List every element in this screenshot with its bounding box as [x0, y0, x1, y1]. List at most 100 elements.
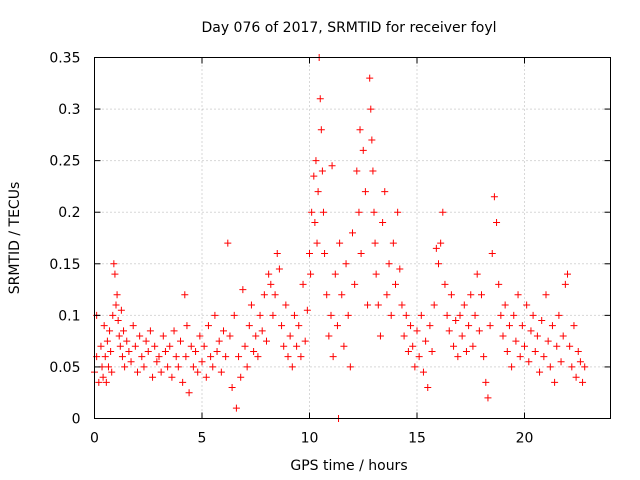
data-point — [200, 342, 208, 350]
data-point — [312, 157, 320, 165]
data-point — [220, 327, 227, 335]
data-point — [450, 342, 458, 350]
data-point — [177, 337, 184, 345]
data-point — [478, 291, 485, 299]
data-point — [357, 249, 365, 257]
data-point — [435, 260, 442, 268]
data-point — [198, 358, 206, 366]
data-point — [508, 363, 516, 371]
data-point — [111, 270, 119, 278]
data-point — [445, 327, 453, 335]
data-point — [576, 358, 584, 366]
data-point — [95, 378, 103, 386]
data-point — [252, 332, 260, 340]
data-point — [250, 347, 258, 355]
data-point — [486, 322, 494, 330]
data-point — [185, 389, 193, 397]
data-point — [389, 239, 397, 247]
data-point — [293, 342, 301, 350]
data-point — [369, 167, 377, 175]
data-point — [99, 373, 107, 381]
y-tick-label: 0.1 — [58, 308, 80, 324]
data-point — [97, 342, 105, 350]
data-point — [355, 208, 363, 216]
data-point — [103, 337, 111, 345]
data-point — [166, 342, 174, 350]
data-point — [439, 208, 447, 216]
data-point — [226, 332, 234, 340]
data-point — [394, 208, 402, 216]
data-point — [328, 162, 336, 170]
data-point — [553, 342, 561, 350]
data-point — [142, 337, 150, 345]
data-point — [523, 301, 531, 309]
data-point — [379, 219, 387, 227]
data-point — [269, 311, 277, 319]
data-point — [211, 311, 219, 319]
data-point — [564, 270, 571, 278]
data-point — [134, 368, 141, 376]
y-tick-label: 0.05 — [49, 360, 80, 376]
data-point — [340, 342, 348, 350]
data-point — [196, 332, 204, 340]
data-point — [566, 342, 574, 350]
data-point — [217, 368, 225, 376]
data-point — [121, 363, 129, 371]
data-point — [149, 373, 157, 381]
data-point — [366, 74, 374, 82]
data-point — [303, 306, 311, 314]
data-point — [568, 363, 576, 371]
x-tick-label: 5 — [198, 431, 207, 447]
data-point — [164, 363, 172, 371]
data-point — [356, 126, 364, 134]
data-point — [493, 219, 501, 227]
data-point — [284, 353, 292, 361]
data-point — [443, 311, 451, 319]
data-point — [505, 322, 513, 330]
data-point — [316, 95, 324, 103]
data-point — [179, 378, 187, 386]
data-point — [129, 322, 137, 330]
data-point — [579, 378, 587, 386]
data-point — [432, 244, 440, 252]
data-point — [155, 353, 163, 361]
data-point — [101, 353, 109, 361]
data-point — [127, 358, 135, 366]
data-point — [353, 167, 361, 175]
data-point — [467, 291, 475, 299]
data-point — [503, 347, 511, 355]
data-point — [213, 347, 221, 355]
data-point — [207, 353, 215, 361]
data-point — [271, 291, 279, 299]
data-point — [462, 347, 470, 355]
data-point — [424, 384, 432, 392]
data-point — [497, 311, 505, 319]
y-tick-label: 0.35 — [49, 51, 80, 67]
data-point — [452, 317, 460, 325]
data-point — [327, 311, 335, 319]
data-point — [117, 306, 125, 314]
data-point — [329, 353, 337, 361]
data-point — [471, 311, 479, 319]
data-point — [551, 378, 559, 386]
data-point — [409, 342, 417, 350]
data-point — [527, 327, 535, 335]
data-point — [161, 347, 169, 355]
data-point — [538, 317, 546, 325]
data-point — [544, 337, 552, 345]
data-point — [278, 322, 286, 330]
data-point — [301, 337, 309, 345]
data-point — [370, 208, 378, 216]
data-point — [136, 332, 144, 340]
data-point — [495, 280, 503, 288]
data-point — [321, 249, 329, 257]
data-point — [168, 373, 176, 381]
data-point — [263, 337, 270, 345]
data-point — [267, 280, 275, 288]
data-point — [465, 322, 473, 330]
data-point — [314, 188, 322, 196]
y-axis: 0 0.05 0.1 0.15 0.2 0.25 0.3 0.35 — [49, 51, 611, 428]
data-point — [371, 239, 379, 247]
data-point — [426, 322, 434, 330]
